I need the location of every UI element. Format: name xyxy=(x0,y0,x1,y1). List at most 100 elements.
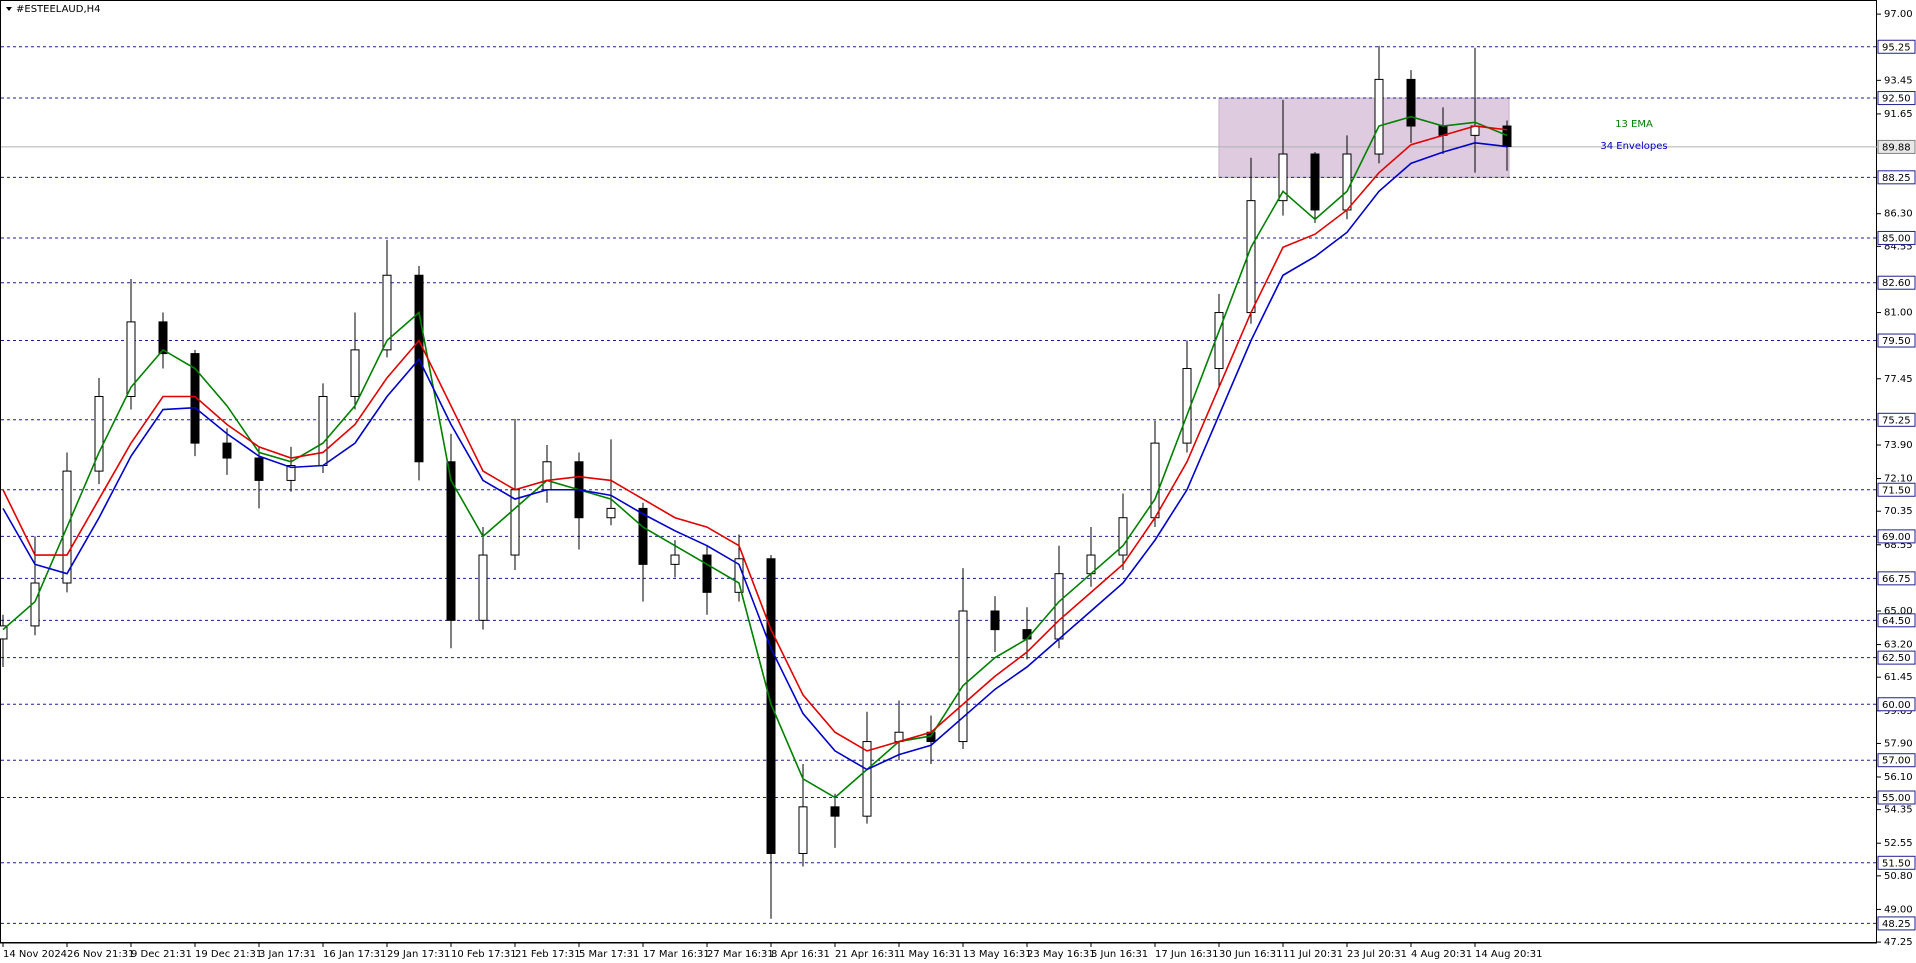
level-label: 79.50 xyxy=(1882,336,1911,347)
y-tick-label: 63.20 xyxy=(1884,640,1913,651)
level-label: 64.50 xyxy=(1882,616,1911,627)
level-label: 66.75 xyxy=(1882,574,1911,585)
candle-body xyxy=(414,274,424,463)
x-tick-label: 23 Jul 20:31 xyxy=(1347,949,1407,960)
candle-body xyxy=(1150,442,1160,519)
current-price-label: 89.88 xyxy=(1882,142,1911,153)
candle-body xyxy=(318,395,328,467)
candle-body xyxy=(350,349,360,397)
x-tick-label: 5 Jun 16:31 xyxy=(1091,949,1148,960)
y-tick-label: 54.35 xyxy=(1884,805,1913,816)
y-tick-label: 56.10 xyxy=(1884,772,1913,783)
x-tick-label: 29 Jan 17:31 xyxy=(387,949,450,960)
candle-body xyxy=(446,461,456,621)
level-label: 48.25 xyxy=(1882,919,1911,930)
level-label: 55.00 xyxy=(1882,793,1911,804)
x-tick-label: 10 Feb 17:31 xyxy=(451,949,517,960)
y-tick-label: 50.80 xyxy=(1884,871,1913,882)
level-label-box xyxy=(1877,91,1916,106)
level-label: 82.60 xyxy=(1882,278,1911,289)
level-label-box xyxy=(1877,275,1916,290)
x-tick-label: 19 Dec 21:31 xyxy=(195,949,262,960)
y-tick-label: 70.35 xyxy=(1884,506,1913,517)
symbol-menu-icon[interactable] xyxy=(6,7,12,11)
candle-body xyxy=(1278,153,1288,202)
y-tick-label: 81.00 xyxy=(1884,308,1913,319)
candle-body xyxy=(126,321,136,397)
level-label-box xyxy=(1877,529,1916,544)
indicator-line xyxy=(2,125,1508,752)
x-tick-label: 14 Nov 2024 xyxy=(3,949,67,960)
x-tick-label: 9 Dec 21:31 xyxy=(131,949,192,960)
y-tick-label: 65.00 xyxy=(1884,606,1913,617)
x-tick-label: 16 Jan 17:31 xyxy=(323,949,386,960)
candle-body xyxy=(286,465,296,481)
x-tick-label: 21 Apr 16:31 xyxy=(835,949,900,960)
y-tick-label: 97.00 xyxy=(1884,9,1913,20)
x-tick-label: 1 May 16:31 xyxy=(899,949,961,960)
candle-body xyxy=(606,507,616,519)
chart-title: #ESTEELAUD,H4 xyxy=(16,4,101,15)
x-tick-label: 14 Aug 20:31 xyxy=(1475,949,1542,960)
level-label: 60.00 xyxy=(1882,700,1911,711)
level-label-box xyxy=(1877,650,1916,665)
zone xyxy=(1218,97,1510,178)
level-label-box xyxy=(1877,230,1916,245)
x-tick-label: 17 Mar 16:31 xyxy=(643,949,710,960)
x-tick-label: 4 Aug 20:31 xyxy=(1411,949,1472,960)
indicator-label: 34 Envelopes xyxy=(1600,141,1667,152)
candle-body xyxy=(382,274,392,351)
candle-body xyxy=(254,457,264,481)
candle-body xyxy=(1406,78,1416,127)
x-tick-label: 21 Feb 17:31 xyxy=(515,949,581,960)
level-label: 51.50 xyxy=(1882,858,1911,869)
level-label-box xyxy=(1877,482,1916,497)
level-label-box xyxy=(1877,571,1916,586)
candle-body xyxy=(1310,153,1320,211)
x-tick-label: 27 Mar 16:31 xyxy=(707,949,774,960)
y-tick-label: 68.55 xyxy=(1884,540,1913,551)
candle-body xyxy=(830,806,840,817)
indicator-label: 13 EMA xyxy=(1615,119,1653,130)
candle-body xyxy=(542,461,552,491)
x-tick-label: 11 Jul 20:31 xyxy=(1283,949,1343,960)
level-label-box xyxy=(1877,855,1916,870)
y-tick-label: 72.10 xyxy=(1884,474,1913,485)
level-label-box xyxy=(1877,333,1916,348)
y-tick-label: 84.55 xyxy=(1884,241,1913,252)
x-tick-label: 30 Jun 16:31 xyxy=(1219,949,1283,960)
candle-body xyxy=(798,806,808,854)
level-label-box xyxy=(1877,613,1916,628)
level-label-box xyxy=(1877,412,1916,427)
candle-body xyxy=(862,741,872,817)
candle-body xyxy=(1022,629,1032,640)
x-tick-label: 26 Nov 21:31 xyxy=(67,949,134,960)
candle-body xyxy=(158,321,168,355)
x-tick-label: 17 Jun 16:31 xyxy=(1155,949,1219,960)
x-tick-label: 3 Jan 17:31 xyxy=(259,949,316,960)
y-tick-label: 91.65 xyxy=(1884,109,1913,120)
level-label: 75.25 xyxy=(1882,415,1911,426)
y-tick-label: 57.90 xyxy=(1884,738,1913,749)
level-label: 95.25 xyxy=(1882,42,1911,53)
candle-body xyxy=(1118,517,1128,556)
y-tick-label: 59.65 xyxy=(1884,706,1913,717)
candle-body xyxy=(94,395,104,472)
x-tick-label: 8 Apr 16:31 xyxy=(771,949,830,960)
level-label-box xyxy=(1877,170,1916,185)
candle-body xyxy=(638,507,648,565)
level-label-box xyxy=(1877,697,1916,712)
level-label-box xyxy=(1877,39,1916,54)
x-tick-label: 13 May 16:31 xyxy=(963,949,1032,960)
candle-body xyxy=(1342,153,1352,211)
y-tick-label: 49.00 xyxy=(1884,904,1913,915)
candle-body xyxy=(1374,78,1384,155)
candle-body xyxy=(222,442,232,459)
y-tick-label: 93.45 xyxy=(1884,75,1913,86)
level-label: 71.50 xyxy=(1882,485,1911,496)
indicator-line xyxy=(2,115,1508,799)
current-price-box xyxy=(1877,139,1916,154)
y-tick-label: 47.25 xyxy=(1884,937,1913,948)
